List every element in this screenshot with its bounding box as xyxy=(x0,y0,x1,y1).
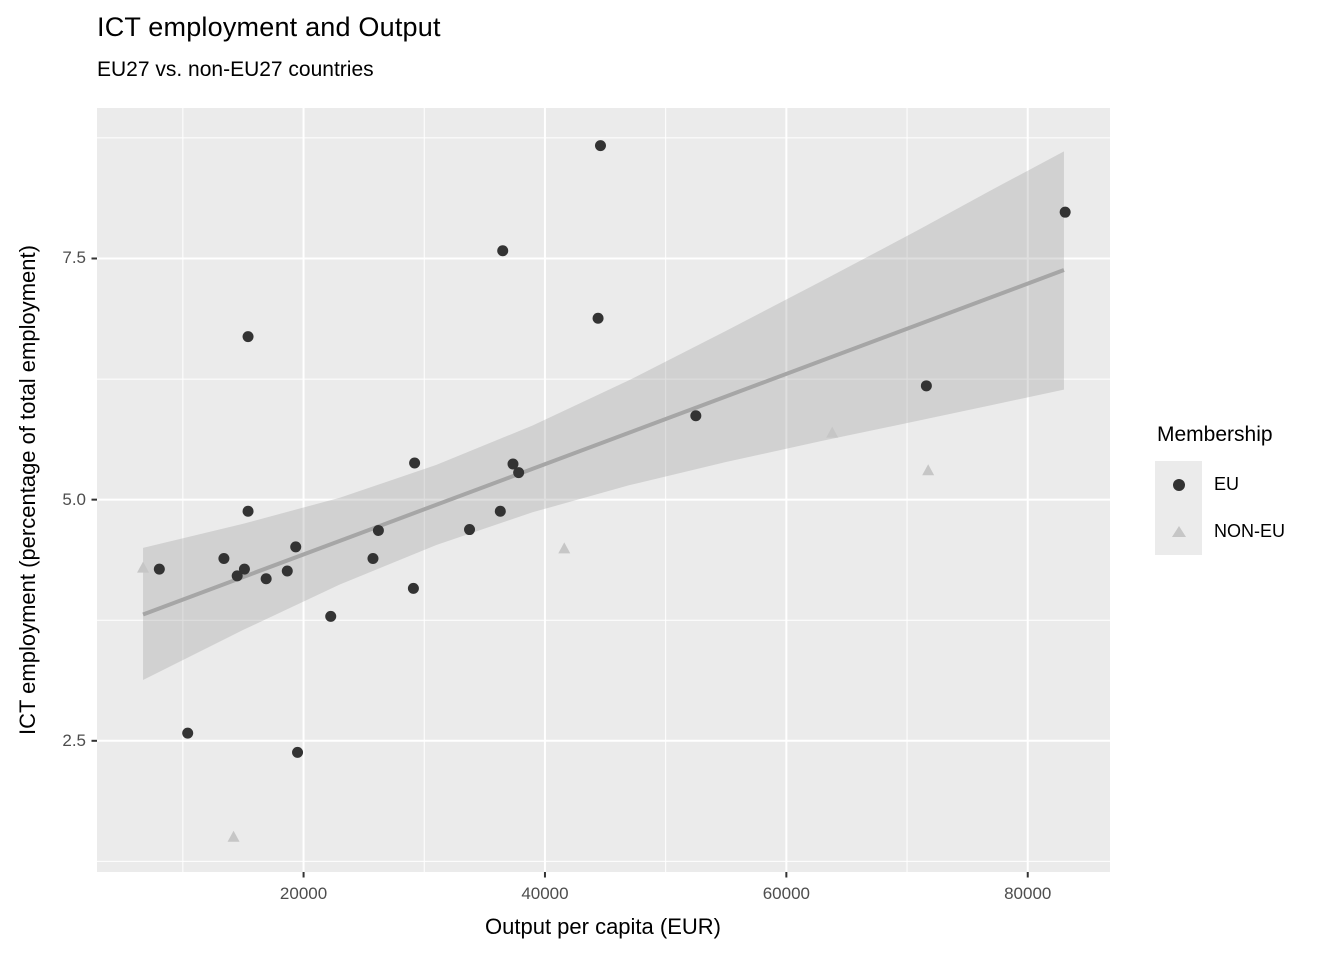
data-point-eu xyxy=(464,524,476,536)
data-point-eu xyxy=(218,552,230,564)
x-tick-label-40000: 40000 xyxy=(521,884,569,903)
chart-subtitle: EU27 vs. non-EU27 countries xyxy=(97,58,374,81)
data-point-eu xyxy=(281,565,293,577)
data-point-non-eu xyxy=(826,426,839,438)
data-point-eu xyxy=(409,457,421,469)
legend-label-noneu: NON-EU xyxy=(1214,521,1285,541)
trend-line xyxy=(142,268,1065,617)
legend-entry-eu: EU xyxy=(1155,461,1285,508)
eu-circle-swatch-icon xyxy=(1172,478,1185,491)
data-point-eu xyxy=(153,563,165,575)
data-point-eu xyxy=(325,610,337,622)
data-point-eu xyxy=(182,727,194,739)
data-point-eu xyxy=(592,312,604,324)
legend-title: Membership xyxy=(1157,423,1273,446)
data-point-eu xyxy=(920,380,932,392)
data-point-eu xyxy=(507,458,519,470)
data-point-non-eu xyxy=(137,561,150,573)
data-point-eu xyxy=(292,746,304,758)
data-point-eu xyxy=(367,552,379,564)
confidence-ribbon xyxy=(143,151,1064,681)
data-point-eu xyxy=(1059,206,1071,218)
y-tick-label-7.5: 7.5 xyxy=(62,248,86,268)
y-tick-label-5.0: 5.0 xyxy=(62,489,86,509)
legend-key-eu xyxy=(1155,461,1202,508)
data-point-non-eu xyxy=(227,830,240,842)
data-point-eu xyxy=(372,525,384,537)
legend: Membership EU NON-EU xyxy=(1155,423,1285,555)
x-axis-title: Output per capita (EUR) xyxy=(485,914,721,939)
y-tick-label-2.5: 2.5 xyxy=(62,730,86,750)
chart-title: ICT employment and Output xyxy=(97,12,441,42)
data-point-eu xyxy=(513,467,525,479)
data-point-eu xyxy=(242,505,254,517)
legend-key-noneu xyxy=(1155,508,1202,555)
data-point-eu xyxy=(290,541,302,553)
x-tick-label-20000: 20000 xyxy=(279,884,328,903)
data-point-eu xyxy=(231,570,243,582)
data-point-eu xyxy=(594,140,606,152)
plot-panel xyxy=(97,108,1110,872)
legend-entry-noneu: NON-EU xyxy=(1155,508,1285,555)
data-point-eu xyxy=(260,573,272,585)
data-point-eu xyxy=(497,245,509,257)
data-point-non-eu xyxy=(922,464,935,476)
data-point-eu xyxy=(238,563,250,575)
x-tick-label-80000: 80000 xyxy=(1004,884,1052,903)
legend-label-eu: EU xyxy=(1214,474,1240,494)
data-point-eu xyxy=(494,505,506,517)
data-point-eu xyxy=(690,410,702,422)
data-point-eu xyxy=(242,331,254,343)
x-tick-label-60000: 60000 xyxy=(762,884,810,903)
data-point-non-eu xyxy=(558,542,571,554)
data-point-eu xyxy=(407,582,419,594)
noneu-triangle-swatch-icon xyxy=(1171,526,1186,537)
